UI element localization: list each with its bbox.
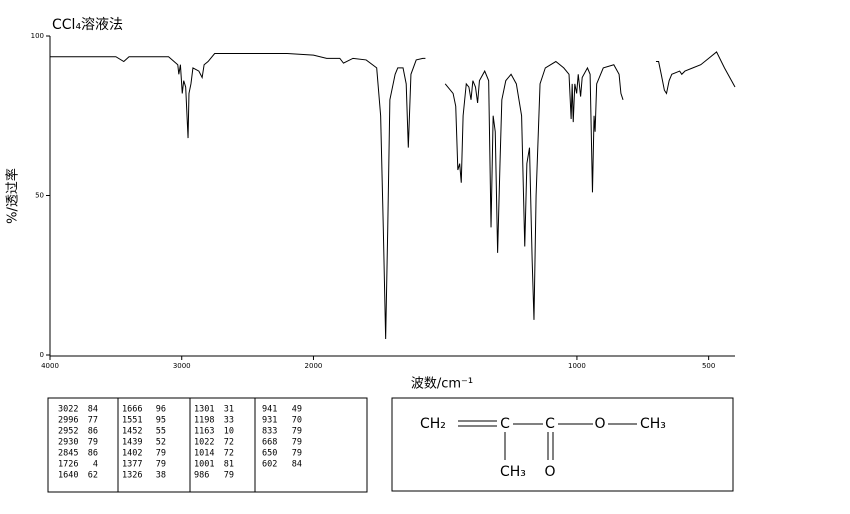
peak-wavenumber: 1022 [194, 438, 214, 448]
peak-wavenumber: 1377 [122, 460, 142, 470]
peak-wavenumber: 2996 [58, 416, 78, 426]
peak-wavenumber: 1301 [194, 405, 214, 415]
peak-transmittance: 84 [292, 460, 302, 470]
peak-transmittance: 10 [224, 427, 234, 437]
peak-transmittance: 72 [224, 438, 234, 448]
peak-transmittance: 72 [224, 449, 234, 459]
peak-wavenumber: 1551 [122, 416, 142, 426]
peak-transmittance: 49 [292, 405, 302, 415]
peak-transmittance: 79 [292, 438, 302, 448]
peak-table-box [47, 397, 368, 493]
peak-transmittance: 33 [224, 416, 234, 426]
peak-wavenumber: 1014 [194, 449, 214, 459]
peak-wavenumber: 1402 [122, 449, 142, 459]
peak-wavenumber: 931 [262, 416, 277, 426]
peak-transmittance: 62 [88, 471, 98, 481]
y-tick-label: 50 [35, 192, 44, 200]
peak-transmittance: 31 [224, 405, 234, 415]
peak-transmittance: 70 [292, 416, 302, 426]
peak-transmittance: 79 [292, 449, 302, 459]
peak-transmittance: 86 [88, 427, 98, 437]
atom: CH₃ [500, 464, 526, 480]
peak-wavenumber: 1326 [122, 471, 142, 481]
atom: O [544, 464, 555, 480]
peak-transmittance: 86 [88, 449, 98, 459]
peak-transmittance: 79 [292, 427, 302, 437]
peak-wavenumber: 650 [262, 449, 277, 459]
x-tick-label: 500 [702, 362, 715, 370]
x-tick-label: 2000 [305, 362, 323, 370]
peak-wavenumber: 668 [262, 438, 277, 448]
peak-wavenumber: 833 [262, 427, 277, 437]
y-axis-label: %/透过率 [5, 168, 21, 224]
peak-transmittance: 96 [156, 405, 166, 415]
atom: CH₂ [420, 416, 446, 432]
x-tick-label: 1000 [568, 362, 586, 370]
peak-wavenumber: 1198 [194, 416, 214, 426]
peak-wavenumber: 986 [194, 471, 209, 481]
structure-box [391, 397, 734, 492]
x-tick-label: 3000 [173, 362, 191, 370]
peak-transmittance: 84 [88, 405, 98, 415]
x-axis-label: 波数/cm⁻¹ [411, 377, 473, 392]
spectrum-line [50, 51, 736, 340]
peak-wavenumber: 941 [262, 405, 277, 415]
peak-transmittance: 77 [88, 416, 98, 426]
atom: C [545, 416, 555, 432]
peak-wavenumber: 1452 [122, 427, 142, 437]
peak-wavenumber: 1439 [122, 438, 142, 448]
peak-transmittance: 52 [156, 438, 166, 448]
peak-wavenumber: 1640 [58, 471, 78, 481]
atom: CH₃ [640, 416, 666, 432]
peak-wavenumber: 1001 [194, 460, 214, 470]
structure-bonds [458, 420, 637, 460]
y-tick-label: 100 [31, 32, 44, 40]
peak-transmittance: 81 [224, 460, 234, 470]
chart-title: CCl₄溶液法 [52, 17, 123, 33]
peak-transmittance: 55 [156, 427, 166, 437]
peak-wavenumber: 2845 [58, 449, 78, 459]
peak-transmittance: 79 [156, 460, 166, 470]
peak-transmittance: 79 [88, 438, 98, 448]
peak-wavenumber: 2952 [58, 427, 78, 437]
peak-transmittance: 95 [156, 416, 166, 426]
peak-wavenumber: 602 [262, 460, 277, 470]
x-tick-label: 4000 [41, 362, 59, 370]
peak-wavenumber: 1163 [194, 427, 214, 437]
peak-wavenumber: 1726 [58, 460, 78, 470]
atom: C [500, 416, 510, 432]
peak-transmittance: 79 [156, 449, 166, 459]
atom: O [594, 416, 605, 432]
y-tick-label: 0 [40, 351, 44, 359]
peak-wavenumber: 1666 [122, 405, 142, 415]
peak-transmittance: 38 [156, 471, 166, 481]
peak-wavenumber: 3022 [58, 405, 78, 415]
peak-transmittance: 79 [224, 471, 234, 481]
peak-wavenumber: 2930 [58, 438, 78, 448]
peak-transmittance: 4 [93, 460, 98, 470]
